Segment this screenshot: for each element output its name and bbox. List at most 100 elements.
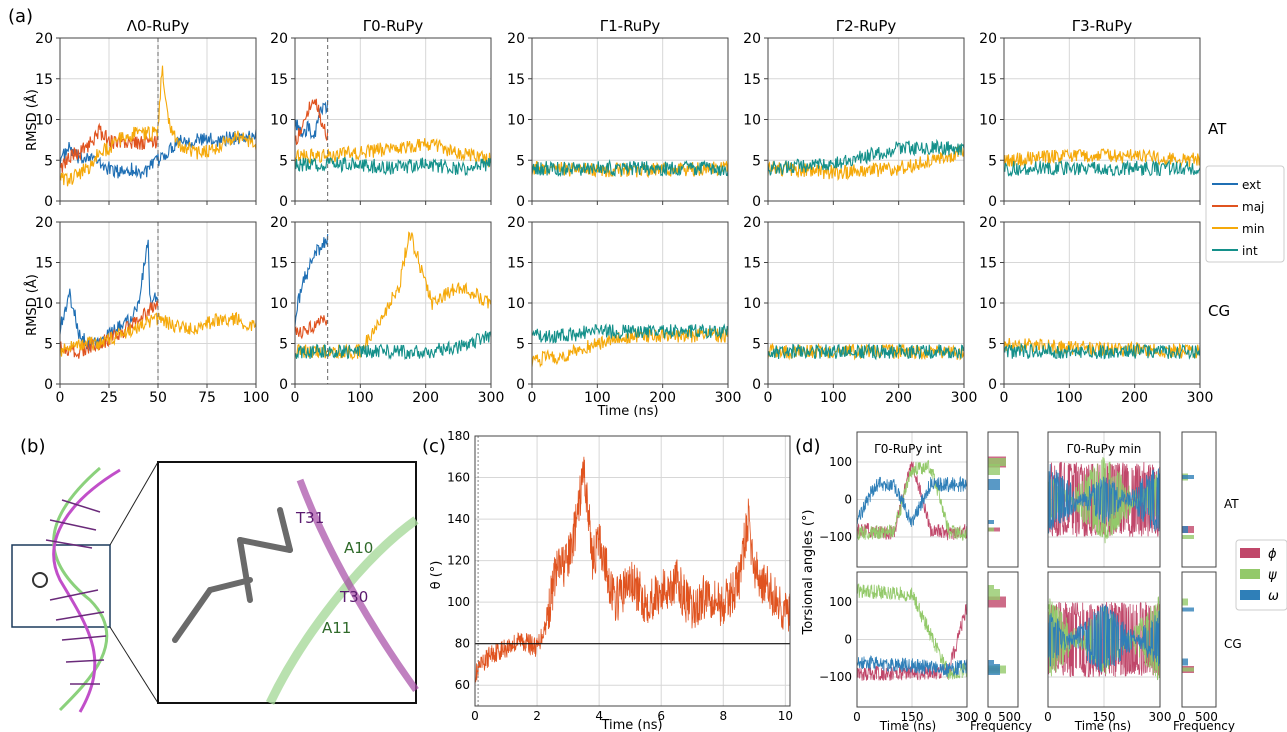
rmsd-plot-at-4: 0 5 10 15 20 Γ3-RuPy: [979, 17, 1201, 210]
ytick-label: −100: [819, 670, 852, 684]
column-title: Λ0-RuPy: [127, 17, 190, 35]
panel-a-row-label-at: AT: [1208, 120, 1227, 138]
histogram-bar-ω: [988, 479, 1000, 490]
series-line-int: [531, 158, 729, 178]
column-title: Γ2-RuPy: [836, 17, 897, 35]
series-line-min: [294, 138, 492, 169]
panel-d-title-min: Γ0-RuPy min: [1067, 442, 1142, 456]
panel-label-c: (c): [422, 436, 446, 457]
panel-label-a: (a): [8, 6, 33, 27]
panel-a-legend: ext maj min int: [1205, 165, 1285, 263]
series-line-maj: [59, 300, 159, 359]
ytick-label: 0: [516, 194, 525, 210]
rmsd-plot-at-3: 0 5 10 15 20 Γ2-RuPy: [743, 17, 965, 210]
hist-frame: [987, 431, 1019, 568]
xtick-label: 4: [595, 709, 603, 723]
rmsd-plot-cg-0: 0 5 10 15 20 0 25 50 75 100: [35, 215, 269, 406]
column-title: Γ0-RuPy: [363, 17, 424, 35]
ytick-label: −100: [819, 530, 852, 544]
series-line-min: [531, 327, 729, 368]
zoom-box: [11, 544, 111, 628]
ytick-label: 15: [743, 72, 761, 88]
xtick-label: 150: [1093, 710, 1116, 724]
torsion-plot-cg-min: 0 150 300 0 500: [1044, 571, 1218, 724]
ytick-label: 5: [988, 337, 997, 353]
series-line-int: [767, 342, 965, 361]
legend-swatch-omega: [1240, 590, 1260, 600]
torsion-line-ϕ: [856, 603, 968, 681]
ytick-label: 100: [829, 595, 852, 609]
series-line-min: [1003, 338, 1201, 359]
torsion-line-ω: [856, 475, 968, 527]
ytick-label: 5: [752, 153, 761, 169]
column-title: Γ3-RuPy: [1072, 17, 1133, 35]
xtick-label: 0: [528, 390, 537, 406]
ytick-label: 60: [455, 678, 470, 692]
rmsd-plot-at-2: 0 5 10 15 20 Γ1-RuPy: [507, 17, 729, 210]
legend-maj: maj: [1242, 200, 1264, 214]
xtick-label: 200: [1121, 390, 1148, 406]
ytick-label: 10: [270, 113, 288, 129]
xtick-label: 2: [533, 709, 541, 723]
torsion-plot-at-int: 100 0 −100: [819, 431, 1019, 568]
ytick-label: 10: [270, 296, 288, 312]
xtick-label: 200: [412, 390, 439, 406]
legend-omega: ω: [1268, 589, 1279, 604]
ytick-label: 15: [507, 256, 525, 272]
xtick-label: 100: [584, 390, 611, 406]
ytick-label: 80: [455, 637, 470, 651]
legend-min: min: [1242, 222, 1265, 236]
xtick-label-freq: 0: [984, 710, 992, 724]
panel-d-torsion-grid: 100 0 −100 100 0 −100 0 150 300 0 500 0 150 300 0 500: [819, 431, 1218, 724]
ytick-label: 20: [743, 31, 761, 47]
histogram-bar-ψ: [988, 585, 994, 589]
histogram-bar-ψ: [988, 527, 994, 532]
histogram-bar-ω: [1182, 475, 1194, 479]
series-line-maj: [294, 98, 329, 146]
xtick-label: 300: [956, 710, 979, 724]
ytick-label: 5: [516, 153, 525, 169]
backbone-green: [265, 516, 419, 705]
ytick-label: 0: [752, 377, 761, 393]
ytick-label: 0: [279, 194, 288, 210]
histogram-bar-ω: [1182, 658, 1188, 666]
axes-frame: [1047, 431, 1161, 568]
ytick-label: 5: [279, 153, 288, 169]
ytick-label: 10: [979, 296, 997, 312]
xtick-label: 100: [820, 390, 847, 406]
xtick-label: 0: [1044, 710, 1052, 724]
ytick-label: 5: [516, 337, 525, 353]
panel-a-ylabel-cg: RMSD (Å): [24, 274, 40, 336]
hist-frame: [1181, 431, 1217, 568]
series-line-ext: [59, 239, 159, 351]
ytick-label: 20: [979, 215, 997, 231]
ytick-label: 5: [44, 153, 53, 169]
ytick-label: 10: [35, 113, 53, 129]
legend-phi: ϕ: [1268, 547, 1277, 562]
torsion-plot-cg-int: 100 0 −100 0 150 300 0 500: [819, 571, 1021, 724]
xtick-label: 300: [1187, 390, 1214, 406]
ytick-label: 0: [44, 194, 53, 210]
hist-frame: [987, 571, 1019, 708]
panel-label-b: (b): [20, 436, 45, 457]
ytick-label: 20: [507, 31, 525, 47]
xtick-label: 300: [478, 390, 505, 406]
backbone-purple: [296, 478, 419, 693]
histogram-bar-ω: [988, 664, 1000, 675]
xtick-label: 25: [100, 390, 118, 406]
series-line-int: [1003, 342, 1201, 360]
legend-psi: ψ: [1268, 568, 1277, 583]
xtick-label: 100: [1056, 390, 1083, 406]
panel-d-ylabel: Torsional angles (°): [801, 510, 816, 636]
helix-strand-green: [52, 466, 109, 712]
torsion-line-ω: [1047, 603, 1161, 673]
label-t30: T30: [339, 588, 368, 606]
rmsd-plot-at-0: 0 5 10 15 20 Λ0-RuPy: [35, 17, 257, 210]
ytick-label: 180: [447, 429, 470, 443]
xtick-label: 0: [471, 709, 479, 723]
ytick-label: 20: [270, 31, 288, 47]
histogram-bar-ψ: [988, 589, 1000, 600]
ytick-label: 160: [447, 471, 470, 485]
